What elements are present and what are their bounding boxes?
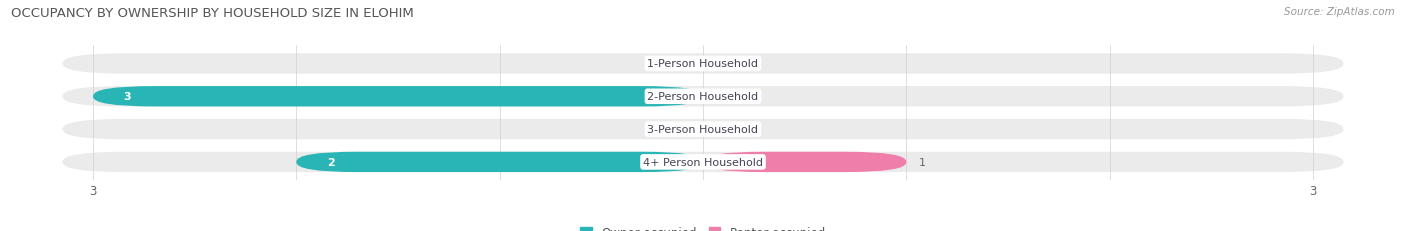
Text: 0: 0	[716, 92, 723, 102]
Text: 0: 0	[683, 125, 690, 134]
Text: 1-Person Household: 1-Person Household	[648, 59, 758, 69]
Text: 1: 1	[918, 157, 925, 167]
Text: 0: 0	[716, 125, 723, 134]
Text: 2-Person Household: 2-Person Household	[647, 92, 759, 102]
FancyBboxPatch shape	[93, 87, 703, 107]
Text: 3: 3	[124, 92, 131, 102]
Text: 4+ Person Household: 4+ Person Household	[643, 157, 763, 167]
Text: 3-Person Household: 3-Person Household	[648, 125, 758, 134]
Text: 0: 0	[683, 59, 690, 69]
FancyBboxPatch shape	[62, 119, 1344, 140]
FancyBboxPatch shape	[62, 87, 1344, 107]
Text: 0: 0	[716, 59, 723, 69]
FancyBboxPatch shape	[297, 152, 703, 172]
Text: Source: ZipAtlas.com: Source: ZipAtlas.com	[1284, 7, 1395, 17]
FancyBboxPatch shape	[703, 152, 907, 172]
Text: 2: 2	[326, 157, 335, 167]
Text: OCCUPANCY BY OWNERSHIP BY HOUSEHOLD SIZE IN ELOHIM: OCCUPANCY BY OWNERSHIP BY HOUSEHOLD SIZE…	[11, 7, 413, 20]
FancyBboxPatch shape	[62, 152, 1344, 172]
FancyBboxPatch shape	[62, 54, 1344, 74]
Legend: Owner-occupied, Renter-occupied: Owner-occupied, Renter-occupied	[575, 222, 831, 231]
